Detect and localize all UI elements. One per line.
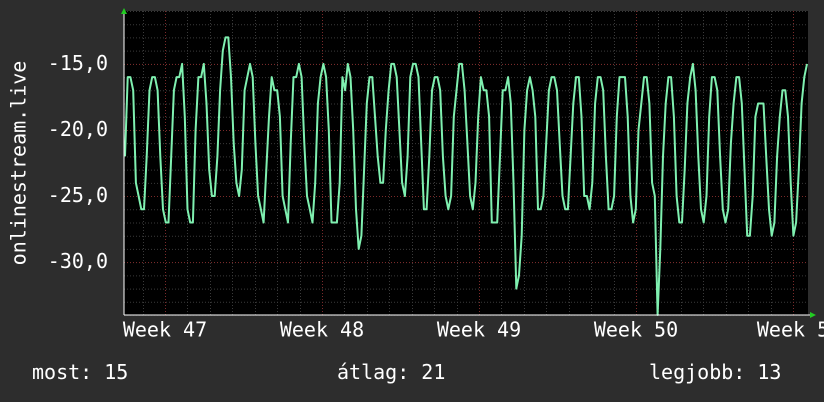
x-tick-label: Week 5: [757, 318, 824, 342]
chart: -15,0 -20,0 -25,0 -30,0 Week 47 Week 48 Week 4…: [7, 8, 824, 342]
stat-current: most: 15: [32, 360, 129, 384]
tick-labels: -15,0 -20,0 -25,0 -30,0 Week 47 Week 48 Week 4…: [48, 51, 824, 342]
x-tick-label: Week 47: [123, 318, 207, 342]
series-line: [124, 36, 808, 316]
y-axis-arrow-icon: [121, 8, 127, 14]
x-tick-label: Week 48: [280, 318, 364, 342]
x-axis-arrow-icon: [810, 312, 816, 318]
y-tick-label: -15,0: [48, 51, 108, 75]
stat-best: legjobb: 13: [649, 360, 782, 384]
x-tick-label: Week 50: [594, 318, 678, 342]
y-axis-label: onlinestream.live: [7, 61, 31, 266]
y-tick-label: -20,0: [48, 117, 108, 141]
stat-average: átlag: 21: [337, 360, 446, 384]
y-tick-label: -30,0: [48, 249, 108, 273]
grid: [124, 11, 808, 316]
stats-bar: most: 15 átlag: 21 legjobb: 13: [0, 360, 824, 390]
plot-area: [124, 11, 808, 315]
y-tick-label: -25,0: [48, 183, 108, 207]
x-tick-label: Week 49: [437, 318, 521, 342]
